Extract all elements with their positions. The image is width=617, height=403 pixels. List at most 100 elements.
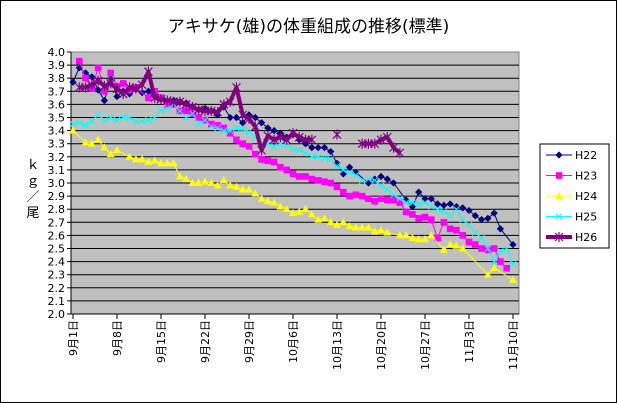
- data-point-h26: [225, 96, 235, 107]
- data-point-h22: [339, 170, 347, 178]
- y-tick-label: 2.1: [48, 295, 66, 308]
- data-point-h23: [377, 195, 385, 203]
- data-point-h24: [333, 220, 341, 228]
- data-point-h25: [402, 199, 410, 207]
- data-point-h24: [238, 185, 247, 193]
- data-point-h23: [295, 173, 303, 180]
- data-point-h22: [415, 188, 423, 196]
- data-point-h25: [245, 128, 253, 136]
- data-point-h25: [409, 199, 416, 207]
- data-point-h25: [157, 107, 165, 115]
- chart-title: アキサケ(雄)の体重組成の推移(標準): [167, 17, 450, 37]
- data-point-h24: [213, 181, 222, 189]
- data-point-h25: [82, 122, 89, 129]
- data-point-h25: [88, 118, 96, 125]
- data-point-h25: [277, 140, 284, 148]
- data-point-h24: [483, 270, 492, 278]
- data-point-h22: [270, 126, 278, 135]
- data-point-h24: [226, 181, 235, 189]
- y-tick-label: 3.6: [48, 98, 66, 111]
- data-point-h26: [175, 96, 185, 107]
- data-point-h22: [408, 202, 417, 211]
- data-point-h25: [339, 166, 347, 174]
- y-tick-label: 2.9: [48, 190, 66, 203]
- data-point-h24: [125, 152, 134, 160]
- data-point-h25: [195, 120, 203, 128]
- data-point-h26: [294, 132, 304, 143]
- y-axis-label-char: 尾: [26, 206, 40, 221]
- data-point-h26: [106, 78, 116, 89]
- data-point-h22: [113, 92, 121, 101]
- data-point-h23: [314, 177, 322, 184]
- legend-label-h22: H22: [575, 149, 597, 162]
- x-tick-label: 10月20日: [375, 320, 388, 370]
- legend-marker-h24: [555, 191, 563, 199]
- data-point-h24: [427, 231, 436, 239]
- data-point-h25: [94, 111, 102, 119]
- x-tick-label: 9月22日: [199, 320, 212, 363]
- data-point-h25: [333, 162, 341, 170]
- data-point-h22: [471, 212, 479, 220]
- data-point-h22: [383, 175, 391, 183]
- data-point-h25: [113, 116, 121, 124]
- data-point-h24: [345, 222, 354, 230]
- data-point-h24: [395, 231, 404, 239]
- data-point-h22: [100, 96, 109, 105]
- data-point-h23: [258, 156, 265, 163]
- data-point-h25: [295, 146, 303, 154]
- data-point-h23: [471, 241, 479, 248]
- data-point-h23: [371, 198, 379, 205]
- data-point-h26: [131, 83, 141, 94]
- data-point-h24: [370, 227, 379, 235]
- data-point-h24: [377, 225, 385, 234]
- data-point-h25: [233, 124, 240, 132]
- data-point-h22: [226, 113, 234, 122]
- data-point-h24: [201, 177, 209, 185]
- data-point-h25: [377, 182, 385, 189]
- y-tick-label: 2.0: [48, 308, 66, 321]
- data-point-h26: [250, 121, 260, 132]
- data-point-h22: [257, 119, 266, 127]
- data-point-h22: [320, 144, 329, 152]
- data-point-h23: [333, 183, 341, 191]
- data-point-h23: [245, 143, 253, 150]
- data-point-h23: [339, 188, 347, 196]
- data-point-h24: [289, 208, 297, 217]
- data-point-h22: [509, 240, 517, 249]
- legend-label-h24: H24: [575, 190, 597, 203]
- data-point-h23: [145, 94, 152, 102]
- x-tick-label: 10月13日: [331, 320, 344, 370]
- data-point-h22: [239, 119, 247, 127]
- data-point-h23: [365, 195, 372, 203]
- data-point-h23: [327, 179, 335, 187]
- data-point-h23: [308, 175, 316, 183]
- data-point-h25: [101, 116, 108, 124]
- data-point-h24: [106, 149, 115, 158]
- data-point-h26: [213, 107, 222, 118]
- data-point-h23: [289, 170, 297, 178]
- x-tick-label: 10月6日: [287, 320, 300, 363]
- y-tick-label: 2.6: [48, 229, 66, 242]
- data-point-h22: [144, 87, 153, 95]
- data-point-extra: [395, 147, 405, 158]
- data-point-h24: [188, 178, 197, 186]
- data-point-h24: [364, 223, 373, 231]
- data-point-h22: [496, 225, 505, 233]
- y-tick-label: 3.4: [48, 125, 66, 138]
- data-point-h25: [396, 195, 404, 203]
- data-point-h23: [415, 215, 423, 222]
- data-point-extra: [364, 138, 373, 149]
- data-point-h22: [427, 195, 435, 203]
- data-point-h23: [82, 74, 89, 82]
- data-point-h25: [182, 114, 190, 121]
- data-point-h25: [132, 118, 140, 125]
- legend-marker-h23: [555, 172, 563, 179]
- data-point-h25: [509, 260, 517, 268]
- data-point-h26: [169, 96, 178, 107]
- data-point-h25: [75, 119, 83, 127]
- data-point-h25: [176, 107, 184, 115]
- data-point-h26: [87, 79, 97, 90]
- data-point-h24: [421, 235, 429, 243]
- data-point-h23: [283, 166, 291, 174]
